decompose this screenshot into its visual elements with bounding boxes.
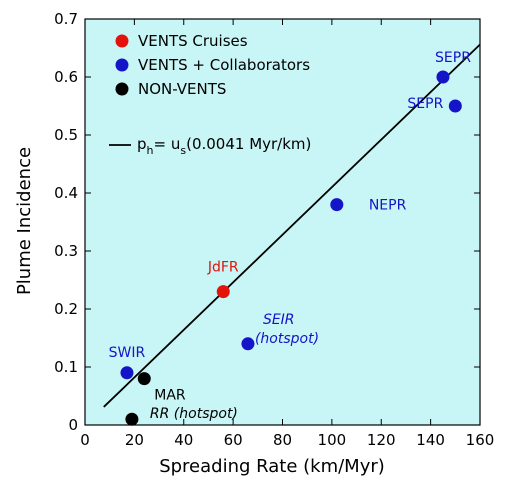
point-labels-group: JdFR SWIR SEIR (hotspot) NEPR SEPR SEPR MAR RR (…	[109, 50, 472, 422]
y-tick-label: 0.6	[54, 68, 78, 86]
y-axis-label: Plume Incidence	[14, 147, 35, 295]
y-tick-label: 0.7	[54, 10, 78, 28]
point-label-line-1: SEIR	[263, 312, 295, 328]
point-label: NEPR	[369, 198, 407, 214]
legend: VENTS Cruises VENTS + Collaborators NON-VE…	[109, 32, 311, 157]
x-tick-label: 60	[224, 431, 243, 449]
fit-line	[103, 43, 481, 408]
x-tick-label: 0	[80, 431, 90, 449]
point-nepr	[330, 198, 344, 212]
legend-marker	[115, 82, 129, 96]
y-tick-label: 0.1	[54, 358, 78, 376]
point-jdfr	[216, 285, 230, 299]
x-tick-label: 160	[466, 431, 495, 449]
x-tick-label: 40	[174, 431, 193, 449]
point-mar	[137, 372, 151, 386]
x-axis-label: Spreading Rate (km/Myr)	[159, 456, 385, 477]
points-group	[120, 70, 462, 426]
point-swir	[120, 366, 134, 380]
point-seir-hotspot	[241, 337, 255, 351]
fit-lhs-sub: h	[147, 144, 154, 157]
y-tick-label: 0.2	[54, 300, 78, 318]
point-label: MAR	[154, 388, 186, 404]
y-tick-label: 0.3	[54, 242, 78, 260]
x-tick-label: 20	[125, 431, 144, 449]
legend-marker	[115, 34, 129, 48]
point-sepr	[436, 70, 450, 84]
x-tick-label: 140	[416, 431, 445, 449]
point-rr-hotspot	[125, 412, 139, 426]
ticks-group: 0 20 40 60 80 100 120 140 160 0 0.1 0.2 0.3 0.4 0.5 0.6…	[54, 10, 494, 449]
fit-line-legend: ph= us(0.0041 Myr/km)	[137, 135, 311, 157]
y-tick-label: 0.5	[54, 126, 78, 144]
x-tick-label: 100	[318, 431, 347, 449]
point-label: RR (hotspot)	[150, 406, 238, 422]
legend-marker	[115, 58, 129, 72]
y-tick-label: 0.4	[54, 184, 78, 202]
fit-eq: = u	[154, 135, 181, 153]
point-label-line-2: (hotspot)	[255, 331, 319, 347]
point-label: SEIR (hotspot)	[255, 312, 319, 347]
fit-rhs-rest: (0.0041 Myr/km)	[186, 135, 311, 153]
legend-label: VENTS Cruises	[138, 32, 248, 50]
x-tick-label: 80	[273, 431, 292, 449]
point-label: SEPR	[435, 50, 471, 66]
point-sepr	[448, 99, 462, 113]
plot-area	[84, 18, 481, 426]
legend-label: VENTS + Collaborators	[138, 56, 310, 74]
point-label: SWIR	[109, 345, 146, 361]
x-tick-label: 120	[367, 431, 396, 449]
fit-rhs-sub: s	[180, 144, 186, 157]
legend-label: NON-VENTS	[138, 80, 226, 98]
point-label: JdFR	[207, 260, 239, 276]
point-label: SEPR	[407, 96, 443, 112]
fit-lhs: p	[137, 135, 147, 153]
y-tick-label: 0	[68, 416, 78, 434]
